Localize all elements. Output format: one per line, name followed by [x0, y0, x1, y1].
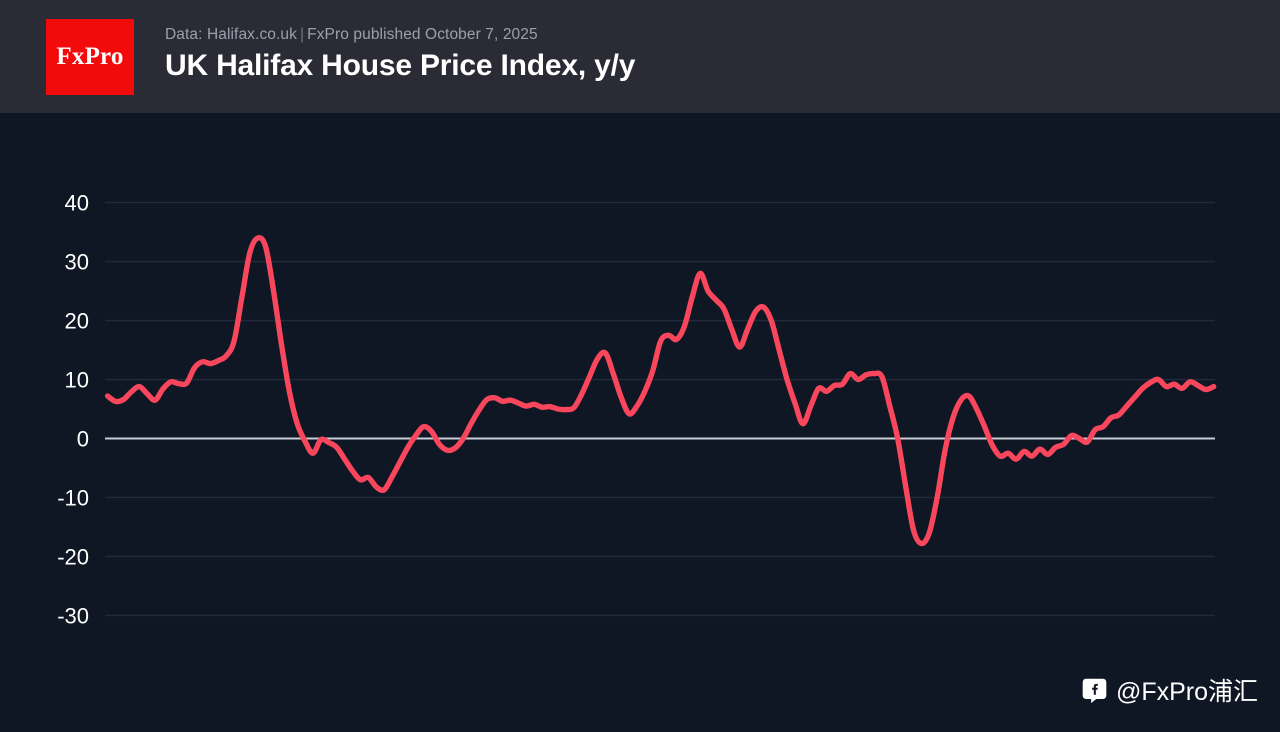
chart-subtitle: Data: Halifax.co.uk | FxPro published Octo…	[165, 26, 635, 44]
x-tick-label: 1987	[169, 729, 220, 732]
x-tick-label: 2020	[1038, 729, 1089, 732]
y-axis-tick-labels: 40 30 20 10 0 -10 -20 -30	[57, 191, 89, 629]
y-tick-label: 30	[65, 250, 89, 275]
fxpro-logo: FxPro	[46, 18, 134, 95]
x-tick-label: 2002	[564, 729, 615, 732]
x-tick-label: 1999	[485, 729, 536, 732]
y-tick-label: 20	[65, 309, 89, 334]
subtitle-separator: |	[300, 26, 305, 43]
x-tick-label: 2023	[1117, 729, 1168, 732]
x-tick-label: 1984	[90, 729, 141, 732]
y-tick-label: 10	[65, 368, 89, 393]
x-tick-label: 2008	[722, 729, 773, 732]
gridlines	[105, 201, 1215, 617]
page-title: UK Halifax House Price Index, y/y	[165, 49, 636, 82]
x-tick-label: 2014	[880, 729, 931, 732]
x-tick-label: 1990	[248, 729, 299, 732]
x-tick-label: 2005	[643, 729, 694, 732]
social-watermark: @FxPro浦汇	[1081, 672, 1258, 708]
watermark-handle: @FxPro浦汇	[1115, 678, 1258, 706]
facebook-icon	[1082, 678, 1107, 703]
header-text-block: Data: Halifax.co.uk | FxPro published Octo…	[165, 26, 635, 87]
y-tick-label: -20	[57, 544, 89, 569]
x-axis-tick-labels: 1984 1987 1990 1993 1996 1999 2002 2005 2008 2011…	[90, 729, 1168, 732]
data-source-text: Data: Halifax.co.uk	[165, 26, 297, 43]
x-tick-label: 1993	[327, 729, 378, 732]
price-index-line	[104, 234, 1217, 547]
page-header: FxPro Data: Halifax.co.uk | FxPro publishe…	[0, 0, 1280, 113]
logo-label: FxPro	[56, 42, 124, 70]
x-tick-label: 2011	[802, 729, 851, 732]
x-tick-label: 2017	[959, 729, 1010, 732]
y-tick-label: 0	[77, 426, 89, 451]
y-tick-label: -10	[57, 485, 89, 510]
published-text: FxPro published October 7, 2025	[307, 26, 538, 43]
y-tick-label: 40	[65, 191, 89, 216]
y-tick-label: -30	[57, 603, 89, 628]
x-tick-label: 1996	[406, 729, 457, 732]
